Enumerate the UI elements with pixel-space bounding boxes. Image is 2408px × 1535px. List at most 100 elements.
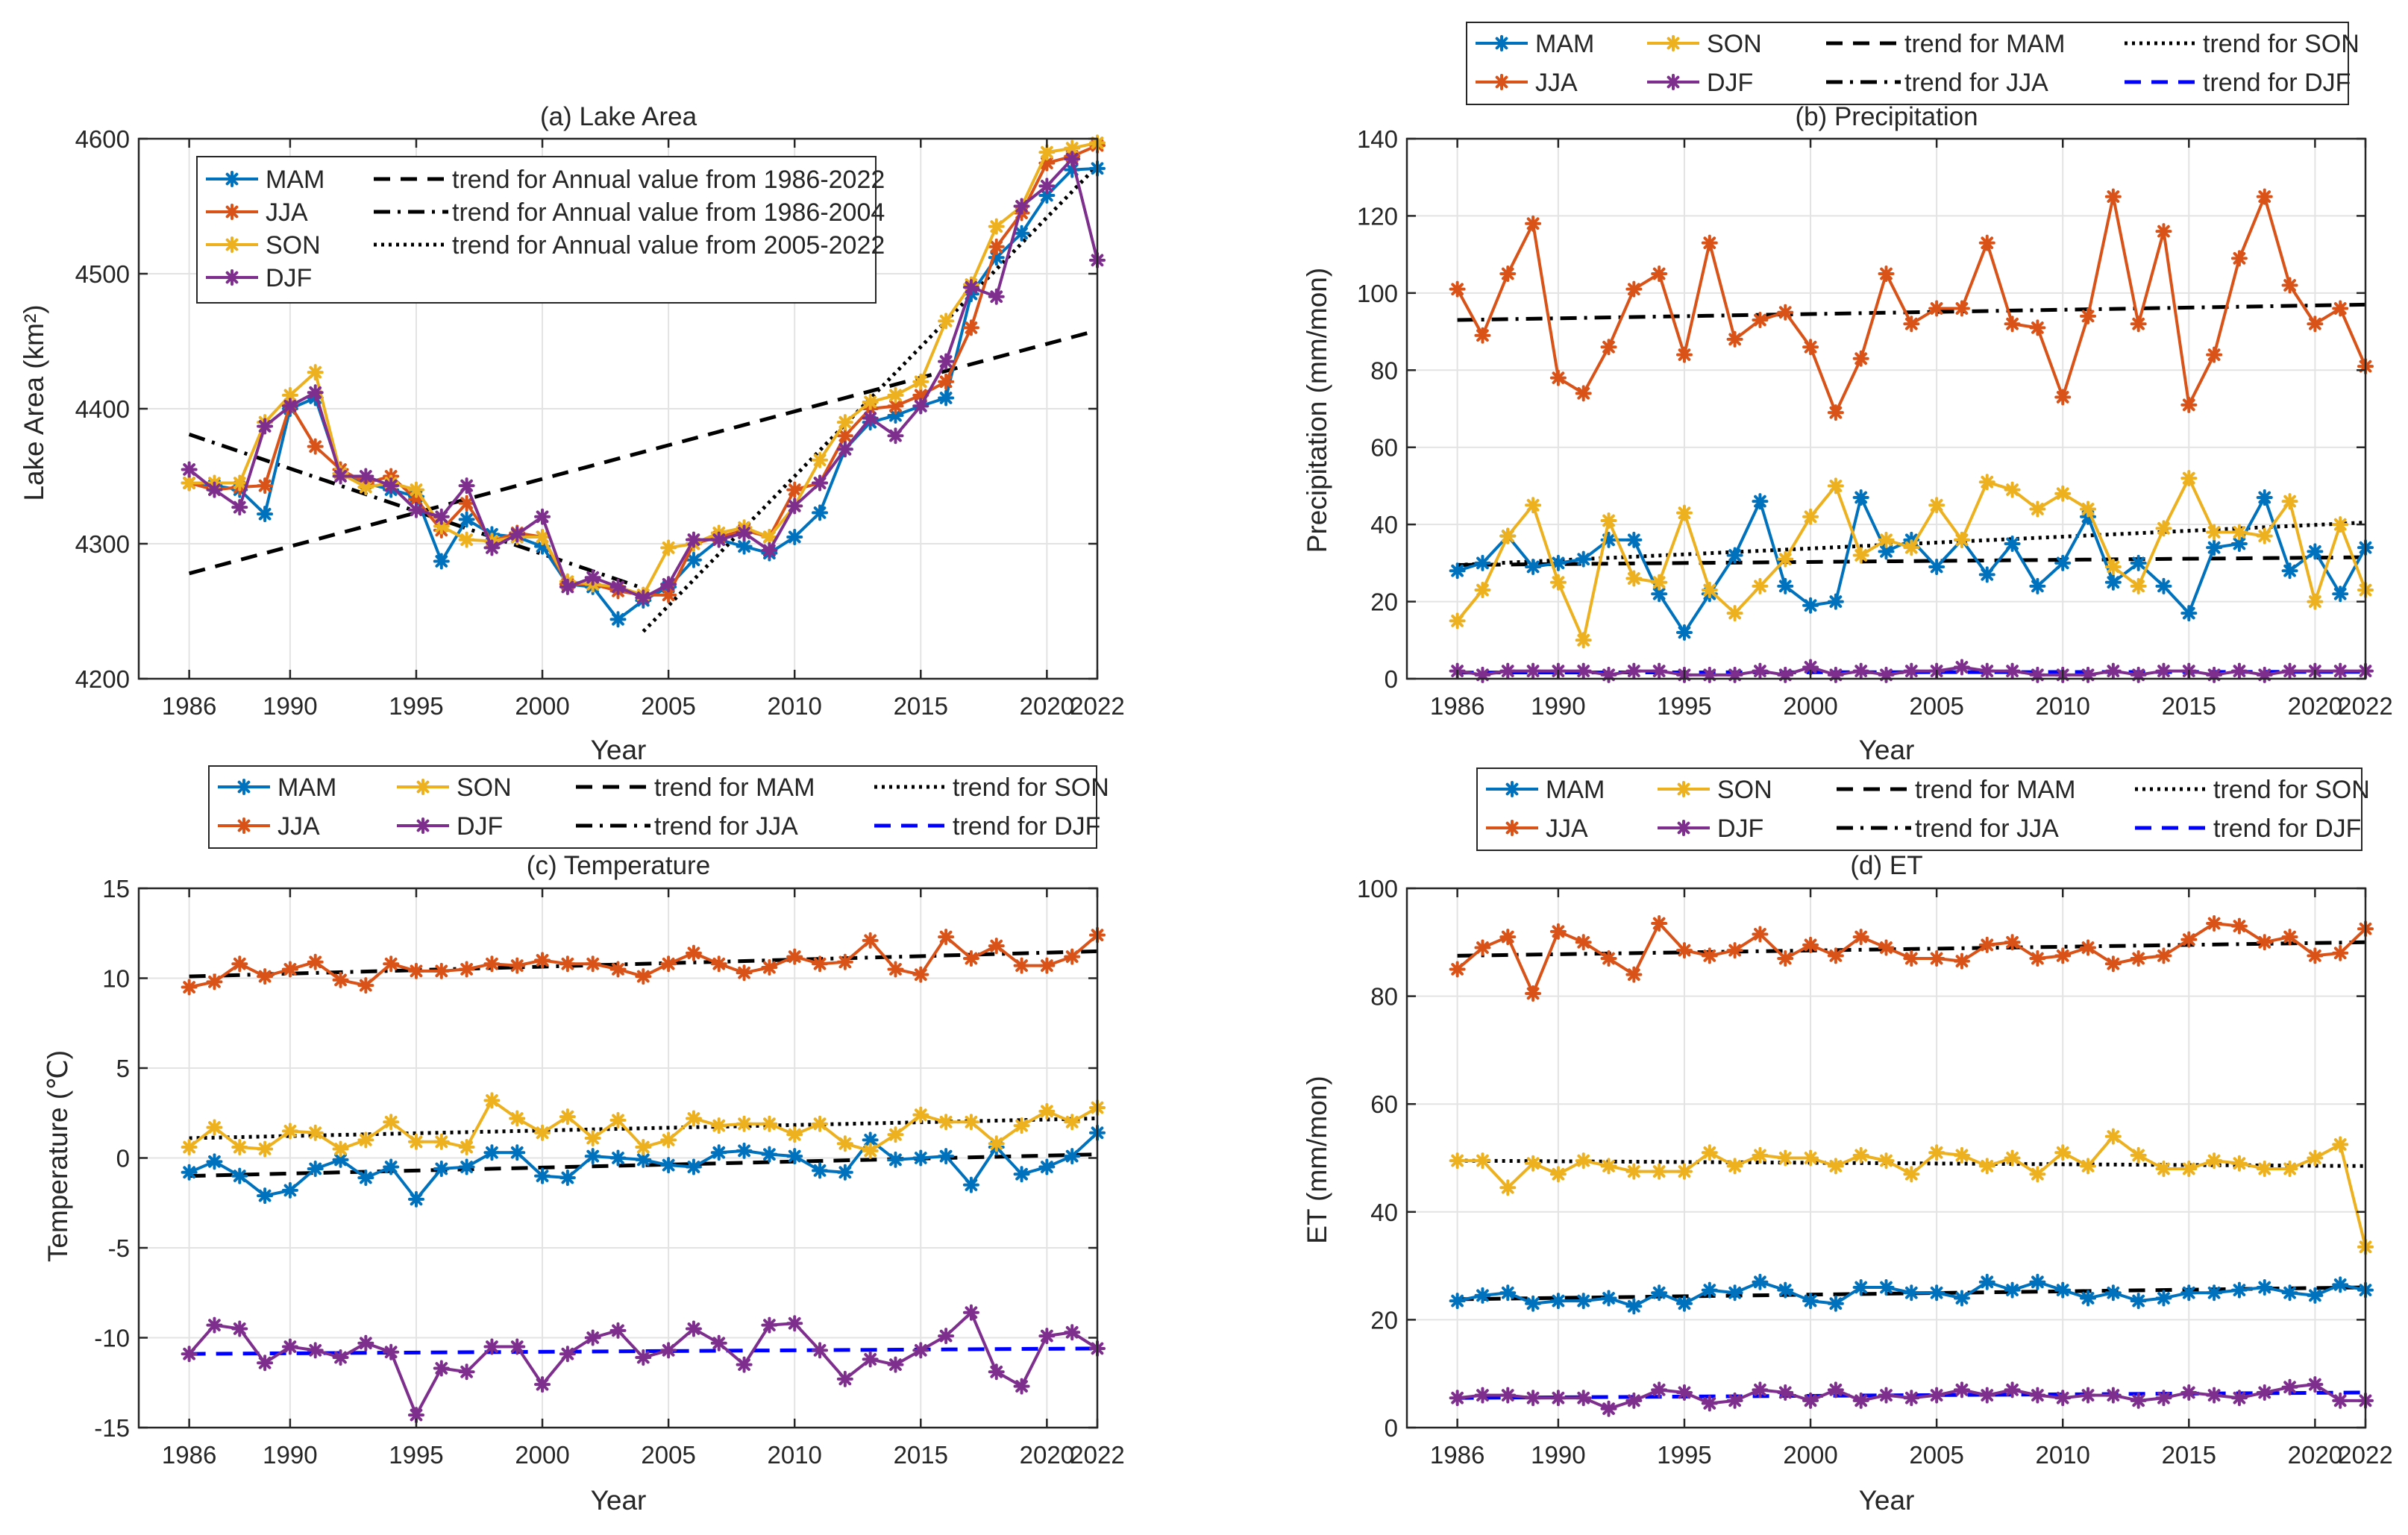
legend-label: SON	[457, 773, 512, 802]
legend-marker	[224, 204, 240, 220]
panel-b-point-djf	[1625, 662, 1643, 679]
panel-b-point-son	[1903, 539, 1920, 556]
panel-c-point-mam	[710, 1144, 727, 1161]
panel-d-point-jja	[2029, 949, 2046, 967]
panel-c-point-son	[231, 1139, 248, 1156]
panel-d-point-jja	[2104, 955, 2122, 973]
legend-entry: SON	[1647, 30, 1762, 58]
legend-marker	[415, 817, 431, 834]
panel-d-point-djf	[2281, 1378, 2298, 1396]
y-tick-label: 80	[1370, 983, 1398, 1011]
panel-c-point-son	[1038, 1102, 1056, 1120]
panel-d-point-mam	[1549, 1293, 1567, 1310]
panel-d-point-djf	[2029, 1387, 2046, 1404]
panel-b-point-jja	[2104, 188, 2122, 205]
panel-d-point-son	[1549, 1166, 1567, 1183]
panel-c-point-djf	[559, 1346, 576, 1363]
panel-b-series-jja	[1449, 188, 2374, 421]
panel-c-point-jja	[609, 961, 627, 978]
panel-d-point-son	[1651, 1163, 1668, 1180]
panel-c-point-jja	[257, 968, 274, 985]
panel-b-point-jja	[2281, 277, 2298, 294]
panel-b-point-mam	[1978, 566, 1995, 583]
panel-b-point-son	[1852, 547, 1869, 564]
panel-b-point-jja	[2029, 319, 2046, 336]
panel-a-point-son	[231, 474, 248, 492]
panel-a-point-djf	[206, 481, 223, 498]
panel-c-point-mam	[685, 1158, 702, 1175]
panel-a-point-djf	[181, 461, 198, 478]
panel-b-ylabel: Precipitation (mm/mon)	[1302, 268, 1332, 553]
panel-d-point-mam	[1802, 1293, 1819, 1310]
y-tick-label: -5	[108, 1234, 130, 1262]
panel-a-point-djf	[938, 353, 955, 370]
panel-b-point-jja	[2206, 346, 2223, 363]
panel-a: (a) Lake Area Year Lake Area (km²)	[19, 102, 697, 765]
panel-d-point-jja	[2206, 914, 2223, 932]
x-tick-label: 1990	[1531, 1441, 1585, 1469]
panel-d-point-djf	[1752, 1381, 1769, 1399]
panel-c-point-mam	[1013, 1166, 1030, 1183]
panel-c-point-son	[609, 1111, 627, 1129]
legend-entry: trend for SON	[874, 773, 1109, 802]
panel-b-point-son	[1928, 497, 1945, 514]
panel-a-point-djf	[559, 578, 576, 595]
y-tick-label: 0	[1385, 1414, 1398, 1442]
panel-a-point-mam	[609, 611, 627, 628]
panel-c-point-djf	[685, 1320, 702, 1337]
panel-a-point-son	[1038, 144, 1056, 161]
legend-label: trend for DJF	[2213, 814, 2361, 843]
legend-entry: DJF	[1647, 69, 1753, 97]
panel-c-point-djf	[988, 1363, 1005, 1381]
panel-c-point-son	[509, 1110, 526, 1127]
panel-c-point-djf	[836, 1370, 853, 1387]
panel-d-point-mam	[2029, 1273, 2046, 1290]
legend-label: trend for MAM	[1915, 776, 2075, 804]
panel-b-point-jja	[1726, 330, 1743, 348]
panel-b-point-djf	[1852, 662, 1869, 679]
panel-a-point-djf	[761, 542, 778, 559]
panel-b-point-mam	[2155, 577, 2172, 594]
panel-d-point-jja	[2155, 947, 2172, 964]
panel-d-point-djf	[1777, 1384, 1794, 1401]
panel-c-point-djf	[357, 1334, 374, 1352]
legend-entry: DJF	[397, 812, 503, 841]
panel-d-point-son	[1525, 1155, 1542, 1172]
panel-d-point-jja	[1449, 961, 1466, 978]
panel-c-point-son	[710, 1117, 727, 1134]
y-tick-label: 15	[102, 875, 130, 903]
legend-label: MAM	[1535, 30, 1594, 58]
panel-c-point-mam	[458, 1158, 475, 1175]
panel-b-point-mam	[1575, 550, 1592, 568]
legend-label: trend for SON	[2213, 776, 2370, 804]
panel-c-point-djf	[584, 1329, 601, 1346]
y-tick-label: 40	[1370, 511, 1398, 539]
panel-d-point-mam	[1777, 1281, 1794, 1299]
legend-label: JJA	[1535, 69, 1578, 97]
panel-b-point-jja	[2180, 396, 2198, 413]
legend-label: JJA	[1546, 814, 1588, 843]
panel-c-point-djf	[257, 1354, 274, 1372]
panel-d-point-jja	[2281, 929, 2298, 946]
panel-d-point-mam	[2130, 1293, 2147, 1310]
panel-a-point-djf	[407, 501, 424, 518]
panel-a-point-djf	[988, 288, 1005, 305]
panel-c-point-mam	[231, 1167, 248, 1184]
y-tick-label: 4500	[75, 260, 130, 288]
panel-d-point-jja	[1827, 947, 1844, 964]
panel-d-point-mam	[2004, 1281, 2021, 1299]
panel-d-point-djf	[2104, 1387, 2122, 1404]
panel-d-title: (d) ET	[1850, 851, 1922, 880]
panel-c-point-son	[812, 1115, 829, 1132]
panel-b-point-djf	[2281, 662, 2298, 679]
panel-d-point-son	[1625, 1163, 1643, 1180]
legend-label: trend for Annual value from 1986-2022	[452, 166, 885, 194]
panel-d-point-jja	[2054, 947, 2072, 964]
panel-c-series-jja	[181, 926, 1106, 996]
panel-c-point-mam	[433, 1160, 450, 1177]
panel-a-point-jja	[660, 586, 677, 603]
panel-b-title: (b) Precipitation	[1795, 102, 1978, 131]
panel-b-point-jja	[2080, 307, 2097, 324]
